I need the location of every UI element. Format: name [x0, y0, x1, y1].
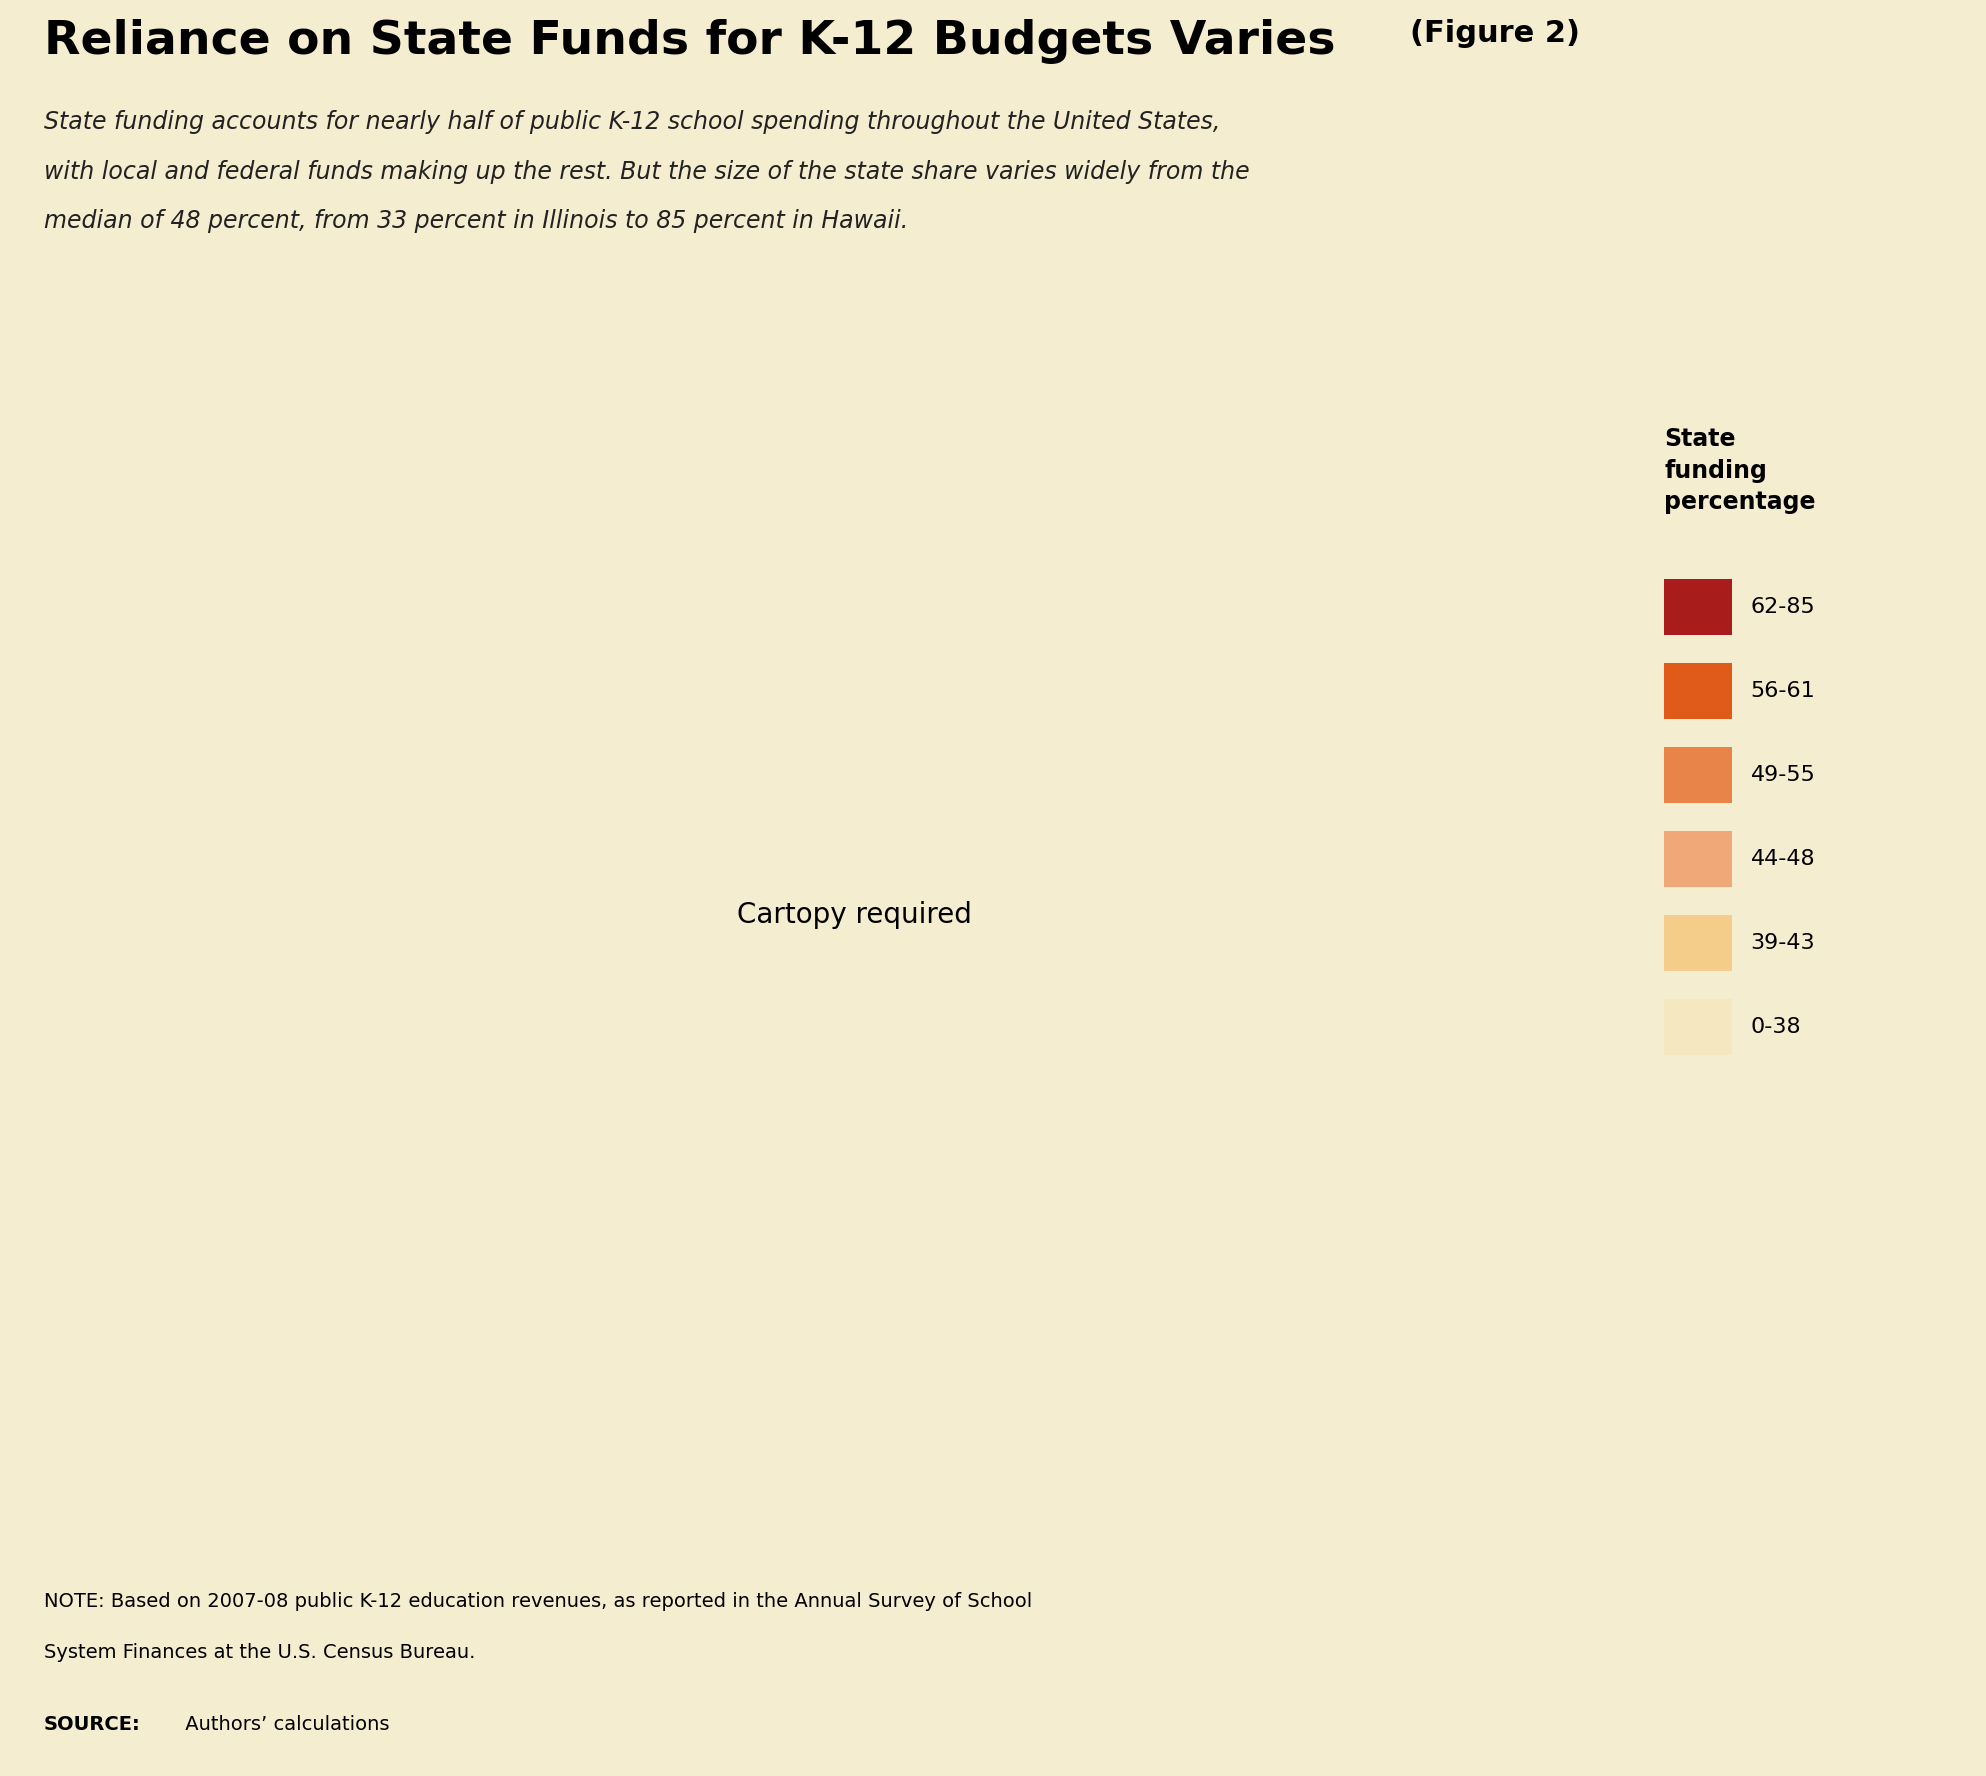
Bar: [1664, 831, 1732, 888]
Text: 49-55: 49-55: [1752, 765, 1815, 785]
Bar: [1664, 1000, 1732, 1055]
Text: SOURCE:: SOURCE:: [44, 1716, 141, 1733]
Bar: [1664, 748, 1732, 803]
Text: median of 48 percent, from 33 percent in Illinois to 85 percent in Hawaii.: median of 48 percent, from 33 percent in…: [44, 210, 908, 233]
Bar: [1664, 664, 1732, 719]
Text: System Finances at the U.S. Census Bureau.: System Finances at the U.S. Census Burea…: [44, 1643, 475, 1662]
Text: State
funding
percentage: State funding percentage: [1664, 426, 1815, 515]
Text: (Figure 2): (Figure 2): [1410, 20, 1581, 48]
Text: Cartopy required: Cartopy required: [737, 900, 971, 929]
Bar: [1664, 915, 1732, 971]
Text: 44-48: 44-48: [1752, 849, 1815, 868]
Text: 56-61: 56-61: [1752, 682, 1815, 702]
Text: 0-38: 0-38: [1752, 1018, 1801, 1037]
Text: State funding accounts for nearly half of public K-12 school spending throughout: State funding accounts for nearly half o…: [44, 110, 1219, 135]
Bar: [1664, 579, 1732, 636]
Text: Reliance on State Funds for K-12 Budgets Varies: Reliance on State Funds for K-12 Budgets…: [44, 20, 1335, 64]
Text: NOTE: Based on 2007-08 public K-12 education revenues, as reported in the Annual: NOTE: Based on 2007-08 public K-12 educa…: [44, 1591, 1033, 1611]
Text: 39-43: 39-43: [1752, 932, 1815, 954]
Text: 62-85: 62-85: [1752, 597, 1815, 618]
Text: Authors’ calculations: Authors’ calculations: [179, 1716, 389, 1733]
Text: with local and federal funds making up the rest. But the size of the state share: with local and federal funds making up t…: [44, 160, 1249, 183]
